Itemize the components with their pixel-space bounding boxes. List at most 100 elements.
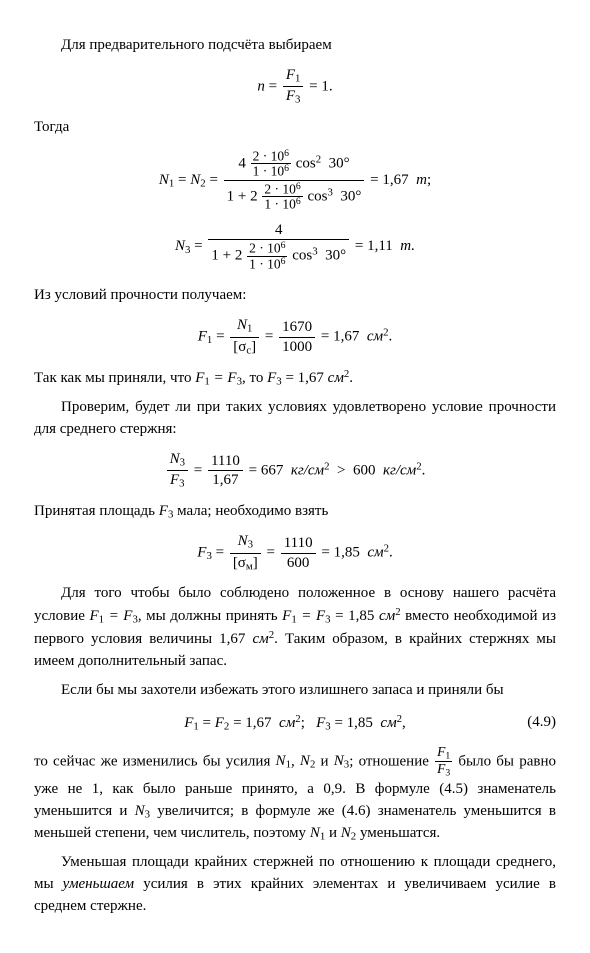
- eq5-n1: N: [170, 451, 180, 467]
- p4a: Так как мы приняли, что: [34, 370, 195, 386]
- eq6-d1s: м: [246, 561, 253, 573]
- para-5: Проверим, будет ли при таких условиях уд…: [34, 397, 556, 441]
- eq2a-nfds: 6: [284, 163, 289, 174]
- eq2a-unit: т: [416, 172, 427, 188]
- i9-N3: N: [334, 753, 344, 769]
- eq1-rhs: 1.: [321, 78, 332, 94]
- eq3-d1e: ]: [251, 339, 256, 355]
- p6b: мала; необходимо взять: [177, 503, 328, 519]
- para-6: Принятая площадь F3 мала; необходимо взя…: [34, 501, 556, 523]
- eq8-s2: 2: [224, 720, 229, 732]
- p9c: ; отношение: [349, 753, 434, 769]
- eq8-bval: 1,85: [347, 714, 373, 730]
- eq2a-dfds: 6: [296, 196, 301, 207]
- eq2a-dfd: 1 · 10: [264, 197, 296, 212]
- eq3-res: 1,67: [333, 329, 359, 345]
- eq2b-unit: т.: [400, 238, 415, 254]
- i4b-F: F: [267, 370, 276, 386]
- p9f: уменьшатся.: [360, 825, 440, 841]
- i9-fds: 3: [445, 768, 450, 779]
- i7b-F1: F: [282, 608, 291, 624]
- eq8-bunit: см: [380, 714, 396, 730]
- eq2b-den-lead: 1 + 2: [211, 248, 242, 264]
- para-1: Для предварительного подсчёта выбираем: [34, 35, 556, 57]
- para-10: Уменьшая площади крайних стержней по отн…: [34, 852, 556, 917]
- eq2a-dfns: 6: [296, 181, 301, 192]
- eq3-frac2: 1670 1000: [279, 319, 315, 355]
- i7b-F3: F: [316, 608, 325, 624]
- eq2a-lhs2: N: [190, 172, 200, 188]
- eq8-F1: F: [184, 714, 193, 730]
- i9-s3b: 3: [145, 808, 150, 820]
- eq3-d1: [σ: [233, 339, 246, 355]
- eq3-lhs: F: [198, 329, 207, 345]
- para-9: то сейчас же изменились бы усилия N1, N2…: [34, 745, 556, 846]
- para-8: Если бы мы захотели избежать этого излиш…: [34, 680, 556, 702]
- i4b-s3: 3: [276, 376, 281, 388]
- i7a-F1: F: [89, 608, 98, 624]
- eq3-frac1: N1 [σc]: [230, 317, 259, 357]
- para-2: Тогда: [34, 117, 556, 139]
- eq2a-num-sfrac: 2 · 106 1 · 106: [251, 149, 291, 179]
- eq6-unit: см: [367, 545, 383, 561]
- eq2b-result: 1,11: [367, 238, 393, 254]
- eq2a-nfns: 6: [284, 148, 289, 159]
- inline-4a: F1 = F3: [195, 370, 242, 386]
- i4a-F3: F: [227, 370, 236, 386]
- eq1-num: F: [286, 67, 295, 83]
- eq8-bs: 3: [325, 720, 330, 732]
- eq2b-dfns: 6: [281, 240, 286, 251]
- i9-N1b: N: [310, 825, 320, 841]
- p10-em: уменьшаем: [63, 876, 134, 892]
- eq2a-nfd: 1 · 10: [253, 164, 285, 179]
- i4a-F1: F: [195, 370, 204, 386]
- i9-N2: N: [300, 753, 310, 769]
- eq5-rhs: 600: [353, 462, 376, 478]
- eq2a-den-sfrac: 2 · 106 1 · 106: [262, 182, 302, 212]
- eq5-n2: 1110: [208, 453, 243, 472]
- eq1-num-sub: 1: [295, 72, 300, 84]
- i7c-val: 1,67: [219, 631, 245, 647]
- eq2b-dfd: 1 · 10: [249, 256, 281, 271]
- eq1-den: F: [286, 88, 295, 104]
- i6-sub: 3: [168, 509, 173, 521]
- eq3-lhs-sub: 1: [207, 334, 212, 346]
- eq2b-lhs-sub: 3: [185, 244, 190, 256]
- p7b: , мы должны принять: [138, 608, 282, 624]
- eq1-frac: F1 F3: [283, 67, 304, 107]
- inline-6: F3: [159, 503, 174, 519]
- eq2b-lhs: N: [175, 238, 185, 254]
- eq8-number: (4.9): [527, 712, 556, 734]
- eq-6: F3 = N3 [σм] = 1110 600 = 1,85 см2.: [34, 533, 556, 573]
- p9a: то сейчас же изменились бы усилия: [34, 753, 276, 769]
- i9-s1: 1: [286, 759, 291, 771]
- eq2a-den-lead: 1 + 2: [227, 188, 258, 204]
- eq2a-den-trig: cos: [307, 188, 327, 204]
- eq8-s1: 1: [193, 720, 198, 732]
- i9-N2b: N: [341, 825, 351, 841]
- eq-8: F1 = F2 = 1,67 см2; F3 = 1,85 см2, (4.9): [34, 712, 556, 735]
- eq5-d2: 1,67: [208, 471, 243, 489]
- eq6-res: 1,85: [334, 545, 360, 561]
- eq6-frac1: N3 [σм]: [230, 533, 261, 573]
- eq-1: n = F1 F3 = 1.: [34, 67, 556, 107]
- eq2a-lhs-sub1: 1: [169, 177, 174, 189]
- eq5-unit-sup: 2: [324, 461, 329, 473]
- eq2b-den-angle: 30°: [325, 248, 346, 264]
- eq5-frac2: 1110 1,67: [208, 453, 243, 489]
- eq2b-den-sfrac: 2 · 106 1 · 106: [247, 241, 287, 271]
- inline-7a: F1 = F3: [89, 608, 137, 624]
- eq6-d1: [σ: [233, 555, 246, 571]
- eq3-n1: N: [237, 317, 247, 333]
- eq1-den-sub: 3: [295, 94, 300, 106]
- i7b-val: 1,85: [348, 608, 374, 624]
- eq2b-dfds: 6: [281, 256, 286, 267]
- eq-3: F1 = N1 [σc] = 1670 1000 = 1,67 см2.: [34, 317, 556, 357]
- eq2b-den-trig: cos: [292, 248, 312, 264]
- eq6-n2: 1110: [281, 535, 316, 554]
- i9-fns: 1: [445, 750, 450, 761]
- i7c-unit: см: [252, 631, 268, 647]
- eq6-n1s: 3: [248, 539, 253, 551]
- eq2b-dfn: 2 · 10: [249, 241, 281, 256]
- i9-N3b: N: [135, 803, 145, 819]
